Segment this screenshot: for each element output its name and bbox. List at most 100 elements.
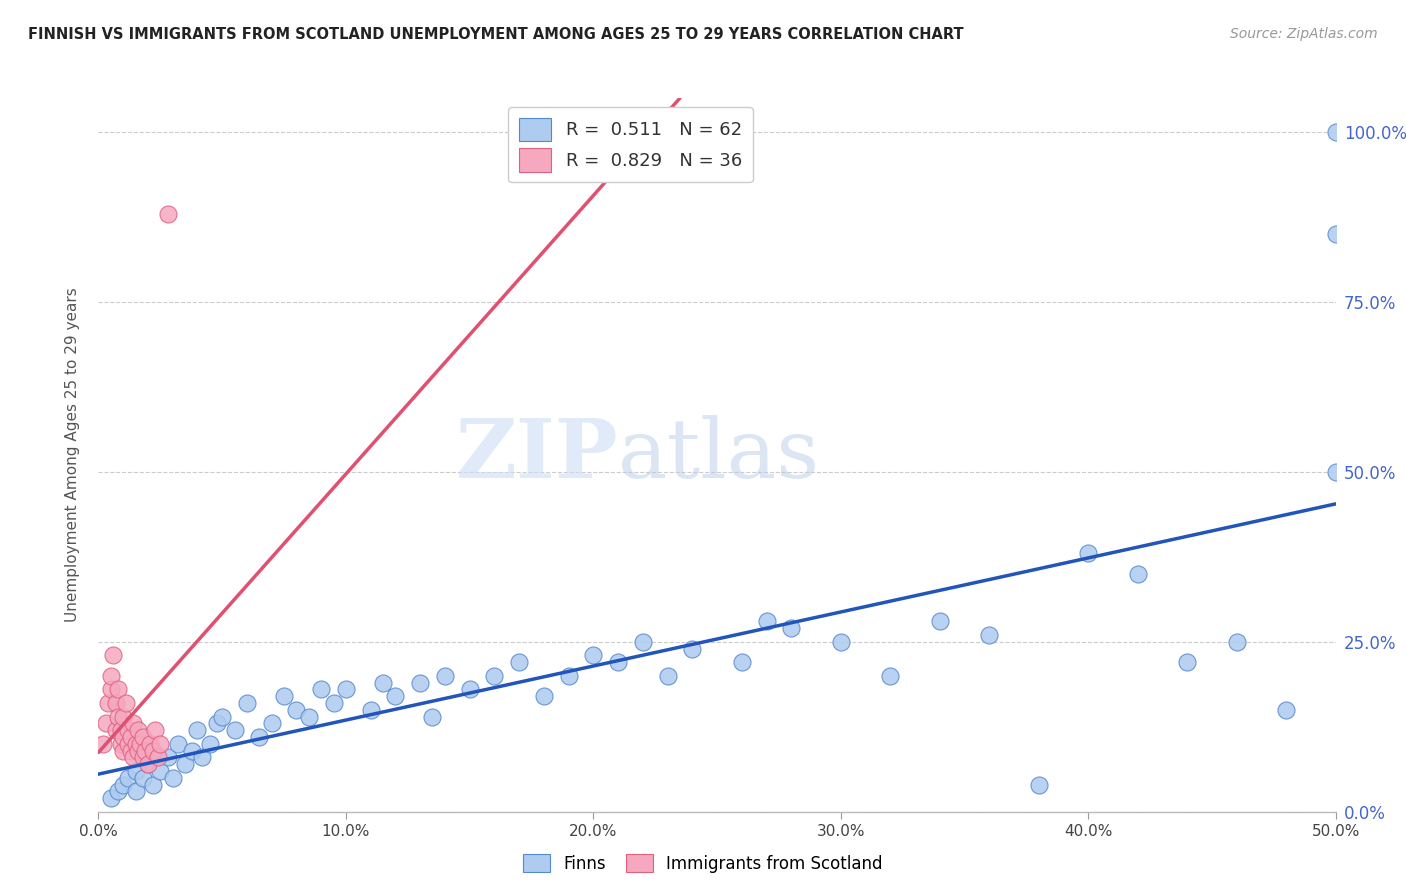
- Point: [298, 709, 321, 723]
- Point: [1028, 778, 1050, 792]
- Point: [129, 737, 152, 751]
- Legend: Finns, Immigrants from Scotland: Finns, Immigrants from Scotland: [517, 847, 889, 880]
- Point: [122, 716, 145, 731]
- Y-axis label: Unemployment Among Ages 25 to 29 years: Unemployment Among Ages 25 to 29 years: [65, 287, 80, 623]
- Text: Source: ZipAtlas.com: Source: ZipAtlas.com: [1230, 27, 1378, 41]
- Point: [191, 750, 214, 764]
- Text: ZIP: ZIP: [456, 415, 619, 495]
- Point: [1126, 566, 1149, 581]
- Point: [1324, 465, 1347, 479]
- Point: [224, 723, 246, 738]
- Point: [928, 615, 950, 629]
- Point: [681, 641, 703, 656]
- Point: [110, 737, 132, 751]
- Point: [142, 778, 165, 792]
- Point: [127, 723, 149, 738]
- Point: [112, 730, 135, 744]
- Point: [458, 682, 481, 697]
- Point: [97, 696, 120, 710]
- Point: [260, 716, 283, 731]
- Point: [136, 757, 159, 772]
- Point: [100, 791, 122, 805]
- Point: [409, 675, 432, 690]
- Point: [508, 655, 530, 669]
- Text: FINNISH VS IMMIGRANTS FROM SCOTLAND UNEMPLOYMENT AMONG AGES 25 TO 29 YEARS CORRE: FINNISH VS IMMIGRANTS FROM SCOTLAND UNEM…: [28, 27, 963, 42]
- Point: [166, 737, 188, 751]
- Point: [100, 682, 122, 697]
- Point: [104, 723, 127, 738]
- Point: [198, 737, 221, 751]
- Point: [120, 730, 142, 744]
- Point: [422, 709, 444, 723]
- Point: [657, 669, 679, 683]
- Point: [162, 771, 184, 785]
- Point: [1175, 655, 1198, 669]
- Point: [211, 709, 233, 723]
- Point: [607, 655, 630, 669]
- Point: [285, 703, 308, 717]
- Point: [1077, 546, 1099, 560]
- Point: [132, 750, 155, 764]
- Point: [142, 743, 165, 757]
- Point: [236, 696, 259, 710]
- Point: [156, 750, 179, 764]
- Point: [127, 743, 149, 757]
- Point: [107, 682, 129, 697]
- Point: [110, 723, 132, 738]
- Point: [156, 207, 179, 221]
- Point: [979, 628, 1001, 642]
- Point: [112, 743, 135, 757]
- Point: [114, 696, 136, 710]
- Point: [533, 689, 555, 703]
- Point: [139, 737, 162, 751]
- Point: [112, 709, 135, 723]
- Point: [755, 615, 778, 629]
- Point: [484, 669, 506, 683]
- Point: [122, 750, 145, 764]
- Point: [830, 635, 852, 649]
- Point: [879, 669, 901, 683]
- Point: [117, 723, 139, 738]
- Point: [309, 682, 332, 697]
- Point: [149, 737, 172, 751]
- Point: [384, 689, 406, 703]
- Point: [124, 764, 146, 778]
- Point: [120, 743, 142, 757]
- Point: [112, 778, 135, 792]
- Point: [136, 757, 159, 772]
- Point: [360, 703, 382, 717]
- Point: [107, 709, 129, 723]
- Point: [780, 621, 803, 635]
- Point: [335, 682, 357, 697]
- Text: atlas: atlas: [619, 415, 820, 495]
- Point: [631, 635, 654, 649]
- Point: [371, 675, 394, 690]
- Point: [1226, 635, 1249, 649]
- Point: [149, 764, 172, 778]
- Point: [132, 730, 155, 744]
- Point: [100, 669, 122, 683]
- Point: [93, 737, 115, 751]
- Point: [731, 655, 754, 669]
- Point: [273, 689, 295, 703]
- Point: [104, 696, 127, 710]
- Point: [94, 716, 117, 731]
- Point: [146, 750, 169, 764]
- Point: [1324, 125, 1347, 139]
- Point: [186, 723, 208, 738]
- Legend: R =  0.511   N = 62, R =  0.829   N = 36: R = 0.511 N = 62, R = 0.829 N = 36: [508, 107, 752, 183]
- Point: [117, 737, 139, 751]
- Point: [181, 743, 204, 757]
- Point: [557, 669, 579, 683]
- Point: [124, 737, 146, 751]
- Point: [247, 730, 270, 744]
- Point: [132, 771, 155, 785]
- Point: [134, 743, 156, 757]
- Point: [117, 771, 139, 785]
- Point: [143, 723, 166, 738]
- Point: [433, 669, 456, 683]
- Point: [582, 648, 605, 663]
- Point: [1324, 227, 1347, 241]
- Point: [1275, 703, 1298, 717]
- Point: [322, 696, 344, 710]
